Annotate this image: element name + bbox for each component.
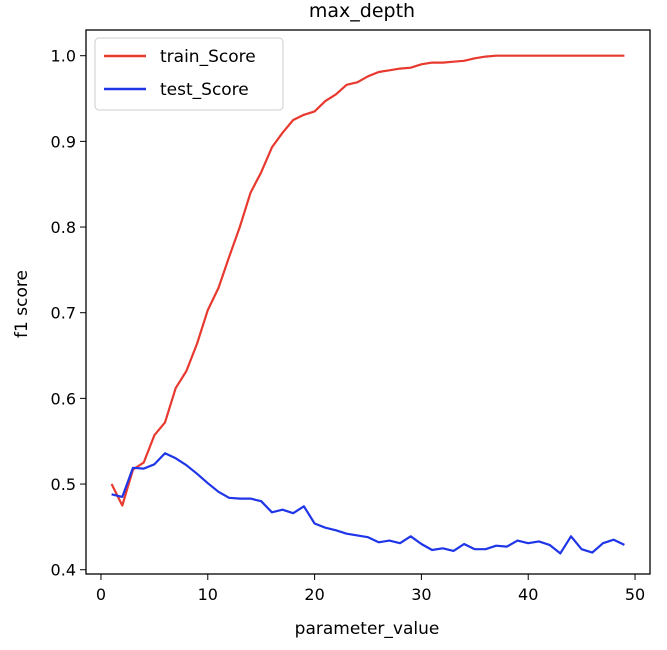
y-tick-label: 0.5	[51, 475, 76, 494]
y-tick-label: 0.7	[51, 304, 76, 323]
legend: train_Score test_Score	[94, 37, 284, 111]
y-tick-label: 0.6	[51, 389, 76, 408]
y-tick-label: 1.0	[51, 47, 76, 66]
legend-label-test: test_Score	[160, 80, 249, 100]
x-tick-label: 0	[96, 585, 106, 604]
y-tick-label: 0.8	[51, 218, 76, 237]
y-axis-label: f1 score	[12, 270, 32, 338]
legend-label-train: train_Score	[160, 47, 256, 67]
y-tick-label: 0.4	[51, 561, 76, 580]
x-axis: 0 10 20 30 40 50	[96, 574, 645, 604]
x-tick-label: 50	[625, 585, 645, 604]
series-line-train_Score	[110, 54, 625, 507]
y-axis: 0.4 0.5 0.6 0.7 0.8 0.9 1.0	[51, 47, 86, 580]
series-line-test_Score	[111, 452, 625, 555]
plot-area-frame	[85, 29, 651, 575]
x-tick-label: 10	[198, 585, 218, 604]
series-layer	[110, 54, 625, 555]
chart-title: max_depth	[309, 0, 415, 22]
y-tick-label: 0.9	[51, 132, 76, 151]
x-tick-label: 30	[411, 585, 431, 604]
x-tick-label: 40	[518, 585, 538, 604]
x-axis-label: parameter_value	[295, 619, 440, 639]
x-tick-label: 20	[304, 585, 324, 604]
